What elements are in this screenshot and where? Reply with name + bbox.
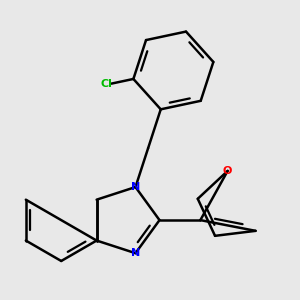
Text: N: N <box>131 248 140 258</box>
Text: N: N <box>131 182 140 192</box>
Text: O: O <box>223 166 232 176</box>
Text: Cl: Cl <box>101 79 113 88</box>
